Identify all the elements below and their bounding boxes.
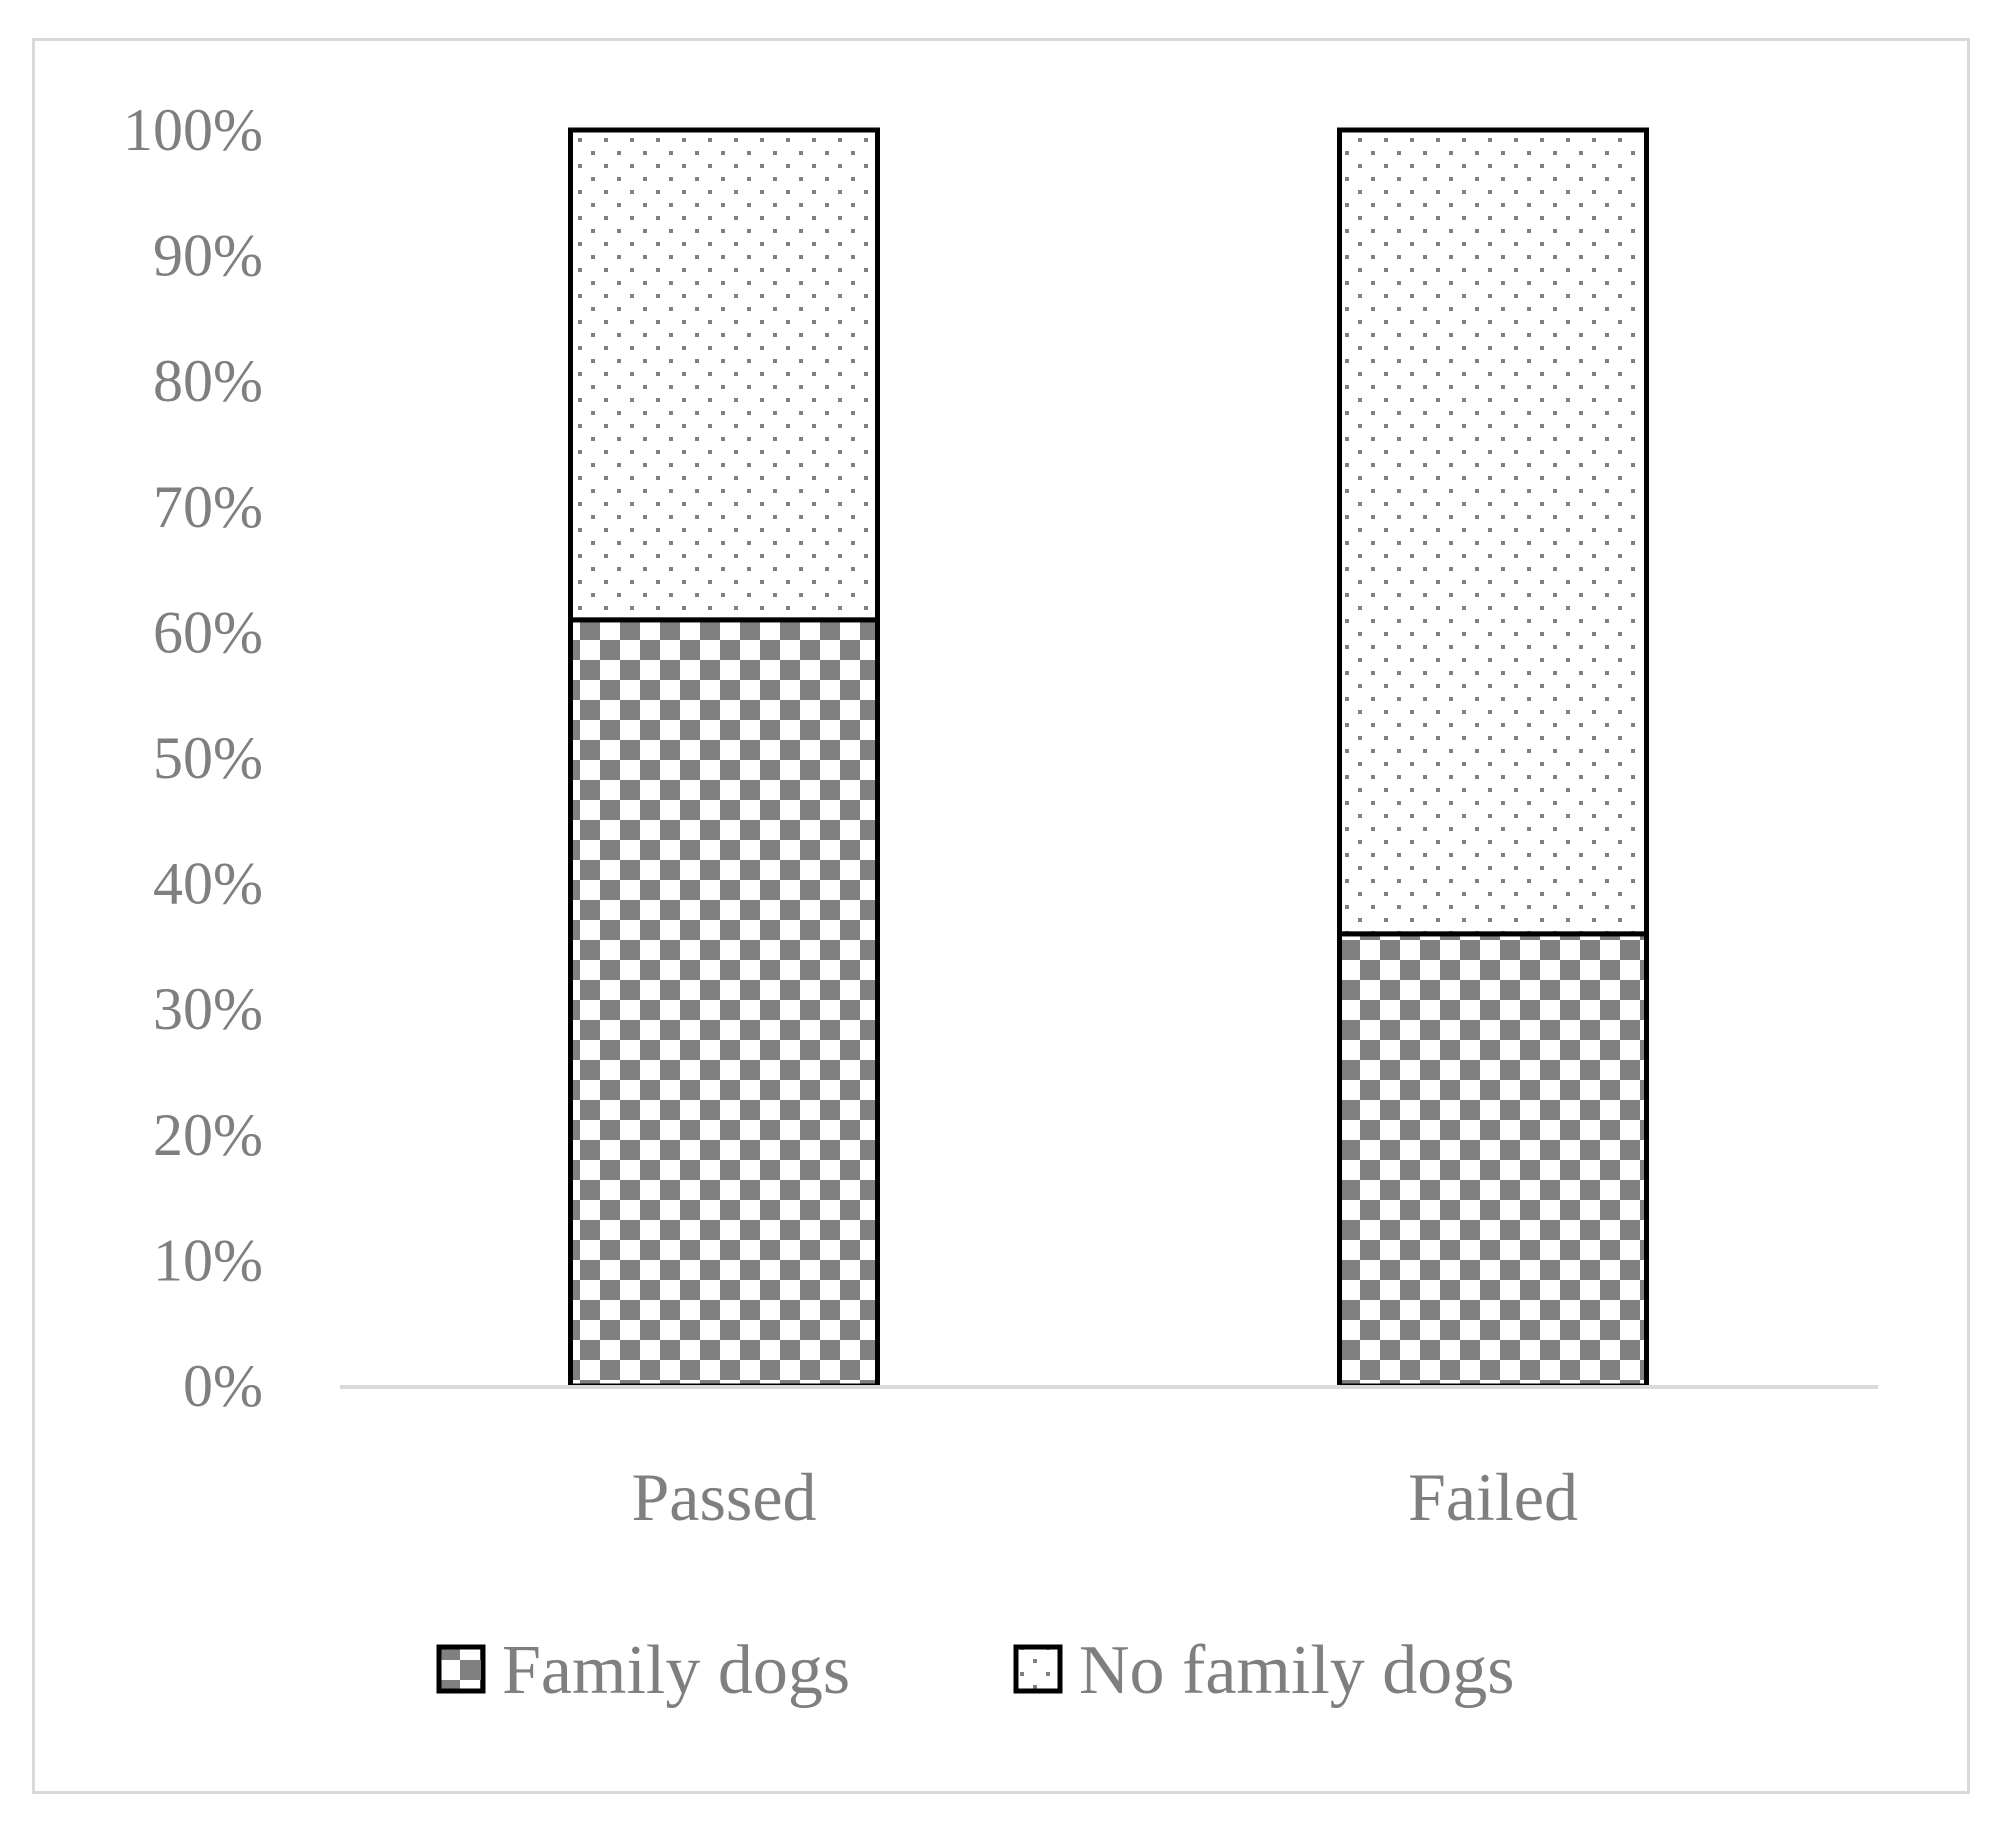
y-tick-label: 60% xyxy=(153,599,263,665)
legend-label: No family dogs xyxy=(1079,1632,1515,1709)
y-tick-label: 0% xyxy=(183,1353,263,1419)
y-tick-label: 80% xyxy=(153,348,263,414)
y-tick-label: 10% xyxy=(153,1227,263,1293)
bar-segment-no-family-dogs-passed xyxy=(568,127,880,623)
y-tick-label: 50% xyxy=(153,725,263,791)
legend-label: Family dogs xyxy=(502,1632,850,1709)
x-category-label: Failed xyxy=(1408,1459,1578,1535)
bar-segment-family-dogs-passed xyxy=(568,617,880,1389)
y-tick-label: 40% xyxy=(153,851,263,917)
y-tick-label: 100% xyxy=(123,97,263,163)
y-tick-label: 30% xyxy=(153,976,263,1042)
chart-frame xyxy=(32,38,1970,1794)
legend-swatch xyxy=(1013,1644,1063,1694)
legend-swatch xyxy=(436,1644,486,1694)
bar-segment-family-dogs-failed xyxy=(1337,931,1649,1389)
y-tick-label: 70% xyxy=(153,474,263,540)
x-category-label: Passed xyxy=(631,1459,816,1535)
bar-segment-no-family-dogs-failed xyxy=(1337,127,1649,937)
y-tick-label: 20% xyxy=(153,1102,263,1168)
y-tick-label: 90% xyxy=(153,223,263,289)
